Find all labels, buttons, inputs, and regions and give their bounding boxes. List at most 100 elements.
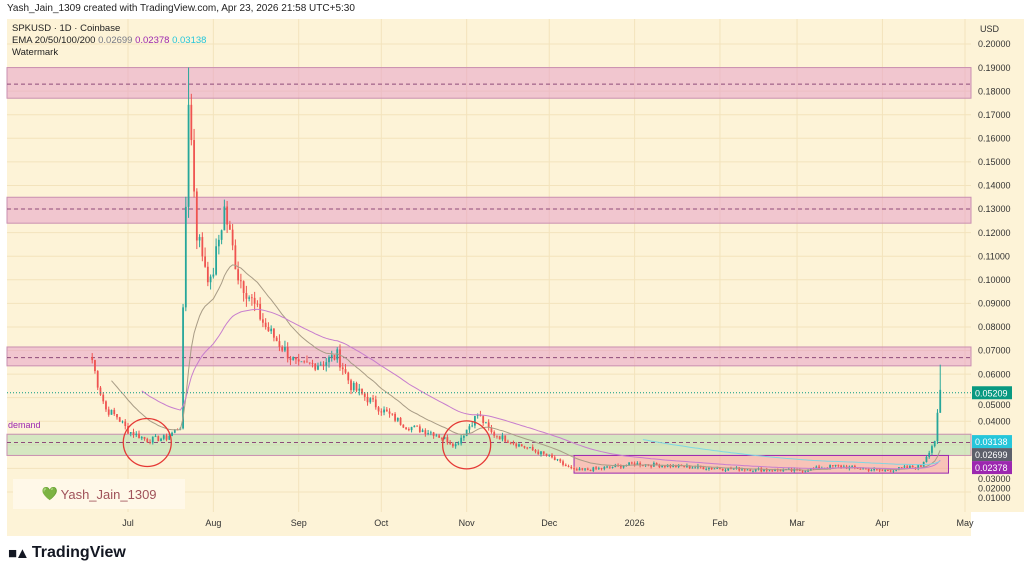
price-tag-label: 0.05209: [975, 388, 1008, 398]
candle-body: [592, 467, 595, 471]
candle-body: [724, 470, 727, 472]
highlight-circle: [122, 417, 172, 468]
candle-body: [548, 454, 551, 456]
candle-body: [768, 470, 771, 472]
candle-body: [875, 468, 878, 470]
candle-body: [212, 274, 215, 277]
price-tag-label: 0.03138: [975, 437, 1008, 447]
price-tag-label: 0.02699: [975, 450, 1008, 460]
watermark-text: Yash_Jain_1309: [60, 486, 157, 502]
x-tick-label: 2026: [625, 518, 645, 528]
candle-body: [925, 456, 928, 462]
candle-body: [686, 465, 688, 468]
candle-body: [262, 319, 264, 323]
candle-body: [900, 467, 903, 468]
ema-legend[interactable]: EMA 20/50/100/200 0.02699 0.02378 0.0313…: [12, 35, 206, 46]
candle-body: [851, 465, 854, 467]
watermark-box: 💚 Yash_Jain_1309: [13, 479, 185, 509]
candle-body: [669, 465, 672, 467]
tradingview-logo-icon: ■▲: [8, 544, 30, 562]
y-tick-label: 0.14000: [978, 181, 1011, 191]
candle-body: [540, 451, 542, 455]
candle-body: [683, 466, 686, 468]
candle-body: [870, 470, 873, 471]
watermark-legend[interactable]: Watermark: [12, 47, 59, 58]
candle-body: [545, 453, 548, 456]
candle-body: [774, 469, 776, 471]
candle-body: [903, 466, 906, 468]
candle-body: [394, 413, 396, 421]
candle-body: [358, 388, 361, 391]
candle-body: [129, 432, 132, 434]
candle-body: [763, 469, 765, 472]
candle-body: [917, 464, 920, 469]
candle-body: [297, 359, 300, 362]
candle-body: [633, 463, 636, 466]
candle-body: [292, 357, 295, 360]
candle-body: [96, 371, 99, 388]
candle-body: [482, 416, 485, 423]
price-tag: [972, 386, 1012, 400]
candle-body: [250, 297, 253, 299]
candle-body: [405, 427, 407, 429]
candle-body: [691, 467, 694, 469]
candle-body: [628, 462, 630, 466]
candle-body: [586, 468, 589, 470]
y-tick-label: 0.03000: [978, 474, 1011, 484]
candle-body: [831, 465, 834, 466]
ema-20-line: [111, 264, 941, 471]
candle-body: [443, 437, 446, 439]
candle-body: [99, 387, 102, 395]
candle-body: [807, 470, 809, 472]
tradingview-brand[interactable]: ■▲ TradingView: [8, 544, 126, 562]
candle-body: [526, 447, 529, 449]
candle-body: [374, 399, 377, 408]
candle-body: [295, 357, 297, 360]
price-tag-label: 0.02378: [975, 463, 1008, 473]
candle-body: [460, 437, 463, 444]
y-tick-label: 0.15000: [978, 157, 1011, 167]
candle-body: [454, 444, 457, 447]
candle-body: [385, 409, 388, 412]
candle-body: [534, 450, 537, 452]
candle-body: [630, 462, 633, 464]
candle-body: [366, 396, 369, 403]
candle-body: [264, 322, 267, 328]
candle-body: [336, 349, 339, 360]
ema-label: EMA 20/50/100/200: [12, 35, 96, 46]
y-tick-label: 0.06000: [978, 369, 1011, 379]
candle-body: [584, 468, 586, 470]
candle-body: [328, 357, 330, 363]
y-tick-label: 0.12000: [978, 228, 1011, 238]
candle-body: [518, 444, 520, 447]
candle-body: [889, 470, 892, 472]
candle-body: [355, 383, 358, 391]
candle-body: [204, 256, 206, 267]
y-tick-label: 0.18000: [978, 86, 1011, 96]
candle-body: [928, 452, 931, 457]
candle-body: [396, 417, 399, 421]
candle-body: [341, 367, 344, 370]
candle-body: [705, 469, 708, 470]
candle-body: [259, 303, 262, 320]
symbol-legend[interactable]: SPKUSD · 1D · Coinbase: [12, 23, 121, 34]
candle-body: [892, 470, 895, 472]
candle-body: [217, 239, 220, 247]
candle-body: [743, 469, 746, 471]
candle-body: [837, 464, 840, 466]
candle-body: [551, 454, 553, 458]
ema-value-50: 0.02378: [135, 35, 170, 46]
price-tag: [972, 448, 1012, 462]
candle-body: [201, 237, 204, 257]
y-tick-label: 0.08000: [978, 322, 1011, 332]
candle-body: [537, 451, 540, 455]
candle-body: [267, 327, 270, 332]
price-axis: [971, 19, 1024, 512]
ema-value-20: 0.02699: [98, 35, 133, 46]
candle-body: [281, 346, 284, 351]
y-tick-label: 0.10000: [978, 275, 1011, 285]
candle-body: [165, 435, 168, 440]
candle-body: [273, 328, 275, 338]
candle-body: [595, 467, 597, 469]
